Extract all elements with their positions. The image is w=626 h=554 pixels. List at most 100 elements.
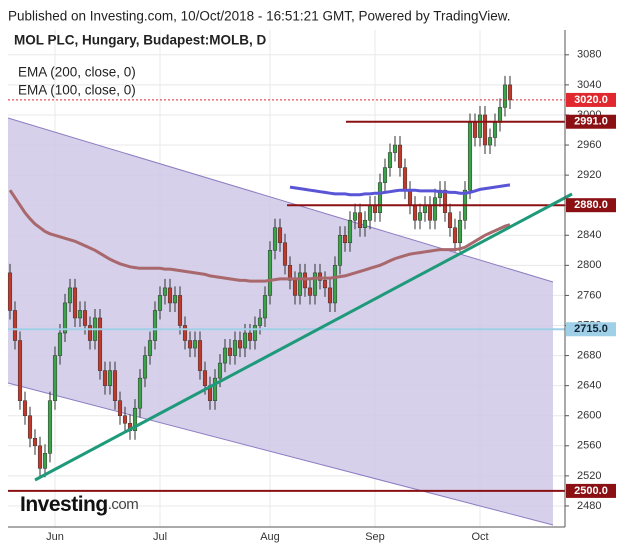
candle-body [407,189,413,206]
candle-body [452,227,458,244]
candle-body [217,362,223,379]
candle-body [77,310,83,319]
candle-body [362,219,368,228]
candle-body [7,272,13,311]
candle-body [437,189,443,198]
candle-body [47,400,53,454]
x-tick-label: Jun [46,531,64,543]
candle-body [292,280,298,296]
y-tick-label: 2840 [577,229,601,241]
candle-body [372,204,378,213]
candle-body [97,317,103,371]
candle-body [497,107,503,123]
price-label-bg [566,198,616,213]
legend-entry: EMA (200, close, 0) [18,65,136,80]
candle-body [82,310,88,326]
price-label: 2715.0 [574,323,608,335]
price-label: 2880.0 [574,199,608,211]
candle-body [457,219,463,244]
logo-main: Investing [20,493,108,516]
y-tick-label: 3080 [577,49,601,61]
candle-body [412,204,418,221]
candle-body [212,377,218,401]
candle-body [202,370,208,386]
price-label: 3020.0 [574,94,608,106]
x-tick-label: Jul [153,531,167,543]
candle-body [57,332,63,356]
candle-body [17,340,23,401]
chart-title: MOL PLC, Hungary, Budapest:MOLB, D [14,33,267,48]
price-label-bg [566,322,616,337]
candle-body [402,167,408,191]
candle-body [327,287,333,304]
candle-body [442,189,448,213]
candle-body [192,340,198,349]
y-tick-label: 2480 [577,500,601,512]
candle-body [257,317,263,326]
y-tick-label: 2520 [577,470,601,482]
candle-body [352,212,358,221]
candle-body [157,295,163,311]
x-tick-label: Aug [260,531,280,543]
candle-body [392,144,398,153]
candle-body [342,235,348,244]
candle-body [297,272,303,296]
candle-body [322,280,328,289]
candle-body [447,212,453,228]
candle-body [267,250,273,296]
candle-body [492,122,498,138]
candle-body [422,204,428,213]
candle-body [332,265,338,304]
candle-body [237,340,243,349]
candle-body [172,295,178,304]
channel [8,118,553,525]
candle-body [242,332,248,349]
candle-body [197,340,203,371]
y-tick-label: 3040 [577,79,601,91]
candle-body [177,295,183,326]
candle-body [227,347,233,356]
candle-body [142,355,148,379]
candle-body [12,310,18,341]
candle-body [507,84,513,101]
y-tick-label: 2560 [577,440,601,452]
candle-body [182,325,188,341]
x-tick-label: Oct [471,531,488,543]
logo: Investing.com [20,493,138,516]
candle-body [62,302,68,334]
candle-body [22,400,28,416]
candle-body [382,167,388,183]
candle-body [357,212,363,228]
candle-body [272,227,278,251]
axis: 2480252025602600264026802720276028002840… [46,49,616,543]
candle-body [42,453,48,469]
candle-body [477,114,483,138]
candle-body [112,370,118,401]
candle-body [67,287,73,304]
candle-body [32,438,38,447]
legend-entry: EMA (100, close, 0) [18,83,136,98]
candle-body [152,310,158,341]
ema-line [289,183,511,197]
candle-body [417,212,423,221]
candle-body [397,144,403,168]
candle-body [72,287,78,319]
y-tick-label: 2800 [577,259,601,271]
y-tick-label: 2640 [577,380,601,392]
candle-body [427,204,433,221]
candle-body [232,340,238,356]
candle-body [187,340,193,349]
y-tick-label: 2760 [577,289,601,301]
candle-body [107,370,113,386]
candle-body [87,325,93,341]
candle-body [102,370,108,386]
candle-body [472,122,478,138]
y-tick-label: 2920 [577,169,601,181]
candle-body [307,287,313,296]
candle-body [167,287,173,304]
y-tick-label: 2600 [577,410,601,422]
price-label-bg [566,92,616,107]
ema-line [8,189,511,283]
candle-body [147,340,153,356]
